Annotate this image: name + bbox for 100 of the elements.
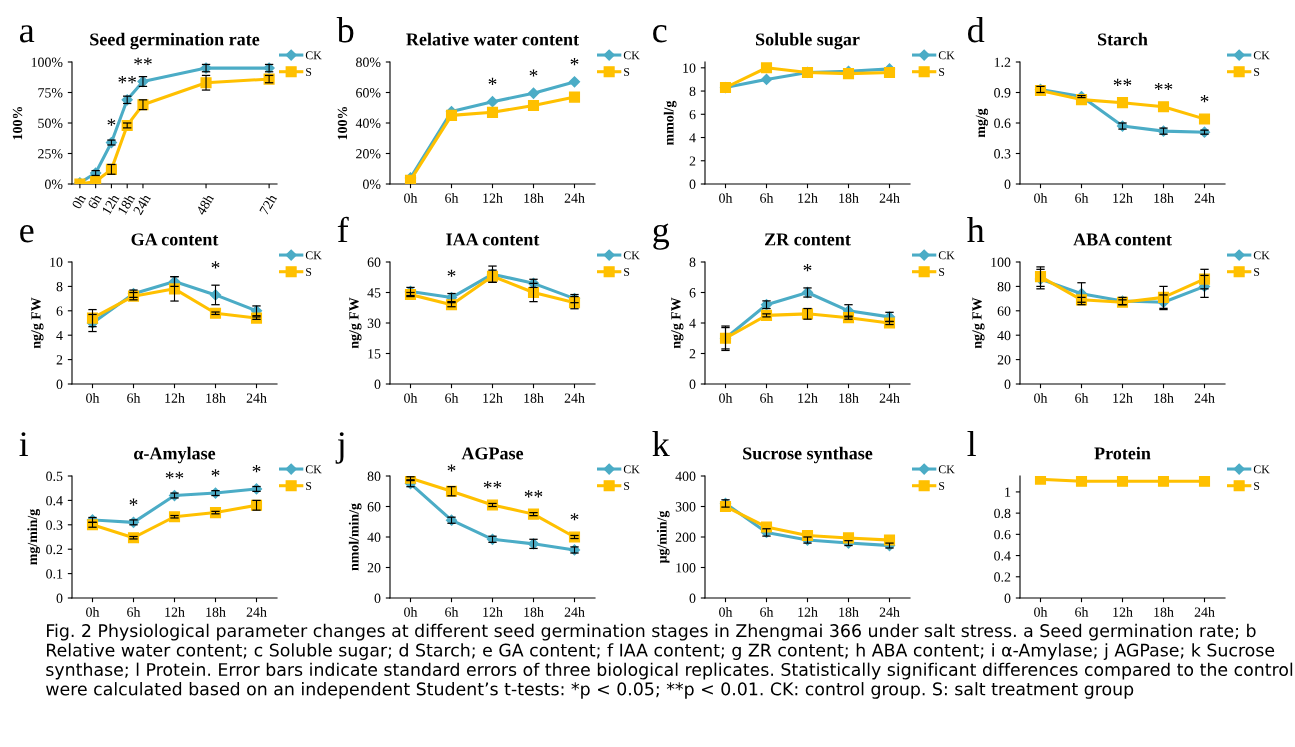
chart-title: ABA content bbox=[1073, 233, 1172, 246]
y-axis-title: ng/g FW bbox=[671, 297, 684, 349]
legend-label: CK bbox=[1253, 251, 1270, 260]
annotation: ** bbox=[524, 490, 543, 498]
text: l bbox=[967, 431, 977, 457]
text: g bbox=[653, 223, 670, 250]
x-tick-label: 0h bbox=[1034, 193, 1048, 203]
x-tick-label: 6h bbox=[1075, 193, 1089, 203]
x-tick-label: 18h bbox=[524, 193, 544, 203]
y-tick-label: 4 bbox=[689, 318, 696, 328]
legend-label: CK bbox=[1253, 51, 1270, 60]
legend-label: S bbox=[1254, 268, 1260, 276]
y-axis-title: mg/min/g bbox=[27, 508, 41, 565]
x-tick-label: 24h bbox=[564, 607, 585, 617]
x-tick-label: 72h bbox=[258, 193, 278, 216]
x-tick-label: 6h bbox=[445, 393, 459, 403]
legend-label: S bbox=[306, 68, 312, 76]
x-tick-label: 24h bbox=[1194, 607, 1215, 617]
x-tick-label: 24h bbox=[879, 393, 900, 403]
y-tick-label: 0 bbox=[689, 593, 696, 603]
y-axis-title: mmol/g bbox=[663, 100, 677, 145]
y-tick-label: 80 bbox=[997, 281, 1011, 292]
legend-label: CK bbox=[938, 251, 955, 260]
legend-label: CK bbox=[938, 465, 955, 474]
legend-label: S bbox=[939, 268, 945, 276]
text: b bbox=[336, 17, 354, 43]
y-tick-label: 0 bbox=[689, 379, 696, 389]
chart-title: IAA content bbox=[446, 233, 540, 246]
y-tick-label: 0 bbox=[689, 179, 696, 189]
chart-title: AGPase bbox=[461, 447, 524, 460]
y-tick-label: 80 bbox=[367, 471, 381, 481]
x-tick-label: 24h bbox=[564, 193, 585, 203]
x-tick-label: 0h bbox=[86, 607, 100, 617]
chart-title: Sucrose synthase bbox=[743, 446, 873, 464]
y-tick-label: 0.6 bbox=[994, 529, 1011, 540]
text: d bbox=[968, 17, 985, 43]
y-axis-title: ng/g FW bbox=[972, 297, 985, 349]
chart-title: ZR content bbox=[764, 233, 851, 246]
chart-title: Relative water content bbox=[406, 32, 579, 46]
x-tick-label: 12h bbox=[1113, 607, 1133, 617]
legend-label: S bbox=[306, 482, 312, 490]
x-tick-label: 0h bbox=[1034, 393, 1048, 403]
annotation: * bbox=[1200, 95, 1209, 103]
x-tick-label: 18h bbox=[1154, 393, 1174, 403]
y-axis-title: mg/g bbox=[975, 108, 989, 138]
y-tick-label: 0.2 bbox=[994, 572, 1011, 582]
y-tick-label: 0.8 bbox=[994, 508, 1011, 519]
x-tick-label: 18h bbox=[1154, 193, 1174, 203]
y-tick-label: 60 bbox=[997, 306, 1011, 316]
x-tick-label: 12h bbox=[483, 607, 503, 617]
y-tick-label: 60 bbox=[367, 502, 381, 512]
y-tick-label: 0.3 bbox=[46, 520, 63, 530]
y-tick-label: 0 bbox=[1004, 179, 1011, 189]
x-tick-label: 6h bbox=[87, 193, 103, 210]
legend-label: CK bbox=[305, 465, 322, 474]
text: a bbox=[19, 25, 35, 43]
annotation: * bbox=[252, 465, 261, 473]
x-tick-label: 0h bbox=[719, 193, 733, 203]
y-tick-label: 1.2 bbox=[994, 57, 1011, 68]
annotation: * bbox=[529, 69, 538, 77]
x-tick-label: 12h bbox=[483, 393, 503, 403]
y-tick-label: 30 bbox=[367, 318, 381, 328]
legend-label: S bbox=[624, 268, 630, 276]
y-tick-label: 2 bbox=[56, 355, 63, 365]
x-tick-label: 0h bbox=[86, 393, 100, 403]
y-tick-label: 4 bbox=[56, 330, 63, 341]
x-tick-label: 12h bbox=[1113, 193, 1133, 203]
x-tick-label: 6h bbox=[127, 607, 141, 617]
x-tick-label: 48h bbox=[195, 193, 215, 216]
y-tick-label: 0 bbox=[56, 593, 63, 603]
x-tick-label: 6h bbox=[1075, 607, 1089, 617]
y-tick-label: 0 bbox=[374, 593, 381, 603]
x-tick-label: 0h bbox=[404, 393, 418, 403]
y-tick-label: 0.4 bbox=[46, 495, 63, 506]
x-tick-label: 18h bbox=[1154, 607, 1174, 617]
y-tick-label: 300 bbox=[675, 502, 696, 512]
chart-title: Protein bbox=[1094, 446, 1151, 460]
x-tick-label: 24h bbox=[132, 193, 151, 216]
x-tick-label: 12h bbox=[165, 393, 185, 403]
x-tick-label: 24h bbox=[246, 393, 267, 403]
x-tick-label: 6h bbox=[445, 607, 459, 617]
y-tick-label: 0 bbox=[56, 379, 63, 389]
legend-label: S bbox=[939, 482, 945, 490]
x-tick-label: 0h bbox=[404, 193, 418, 203]
y-tick-label: 0.6 bbox=[994, 118, 1011, 129]
annotation: * bbox=[211, 469, 220, 477]
y-tick-label: 100 bbox=[991, 257, 1011, 267]
annotation: * bbox=[570, 58, 579, 66]
text: i bbox=[19, 432, 29, 457]
x-tick-label: 18h bbox=[839, 393, 859, 403]
x-tick-label: 12h bbox=[165, 607, 185, 617]
annotation: ** bbox=[165, 471, 184, 479]
legend-label: CK bbox=[623, 251, 640, 260]
annotation: * bbox=[803, 264, 812, 272]
chart-title: Seed germination rate bbox=[90, 32, 260, 50]
y-tick-label: 0.1 bbox=[46, 569, 63, 579]
x-tick-label: 0h bbox=[1034, 607, 1048, 617]
text: k bbox=[652, 431, 670, 457]
y-axis-title: ng/g FW bbox=[31, 297, 44, 349]
y-tick-label: 50% bbox=[38, 118, 63, 128]
